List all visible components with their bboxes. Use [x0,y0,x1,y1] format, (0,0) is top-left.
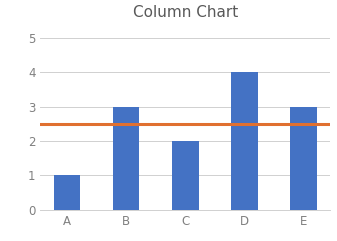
Bar [54,175,80,210]
Bar [231,72,258,210]
Bar [113,107,140,210]
Title: Column Chart: Column Chart [133,5,238,20]
Bar [290,107,317,210]
Bar [172,141,199,210]
